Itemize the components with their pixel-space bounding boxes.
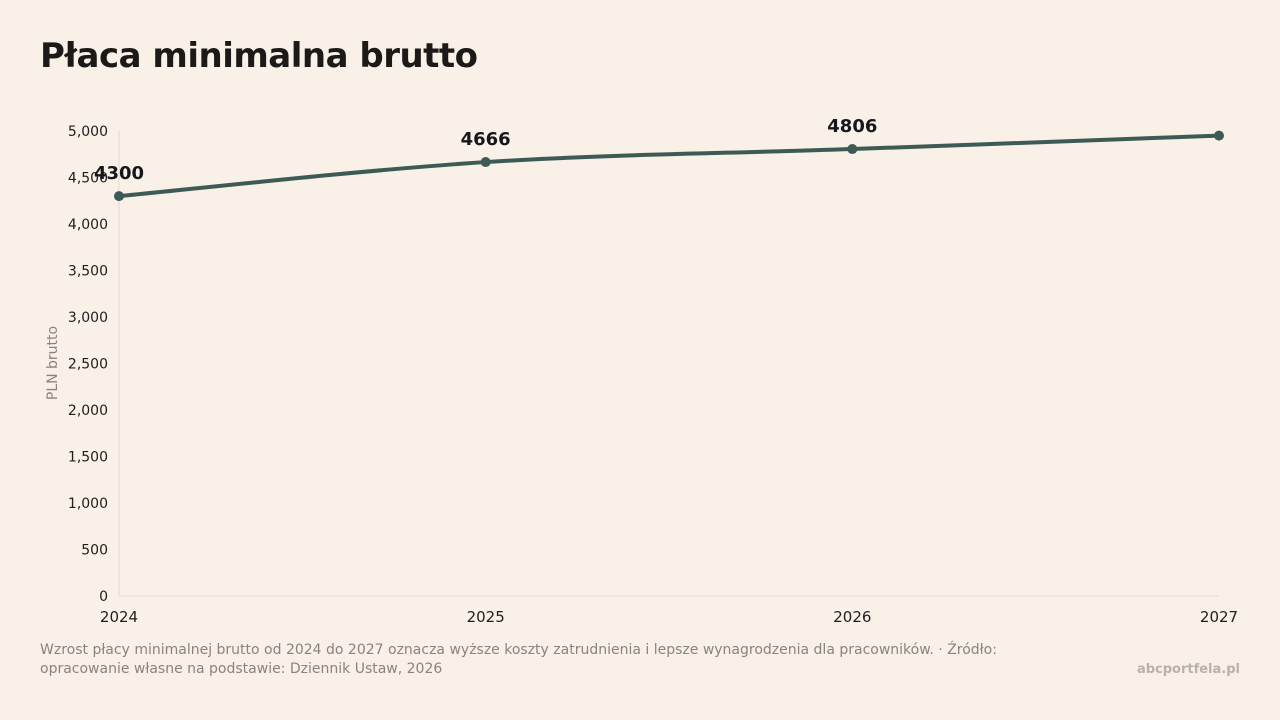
data-point: [114, 191, 124, 202]
y-tick-label: 500: [81, 543, 108, 559]
x-tick-label: 2025: [467, 608, 505, 626]
data-point: [847, 144, 858, 155]
y-tick-label: 4,500: [68, 171, 108, 187]
data-labels: 4300 4666 4806: [94, 116, 877, 184]
data-label: 4806: [827, 116, 877, 137]
y-tick-label: 2,000: [68, 403, 108, 419]
chart-title: Płaca minimalna brutto: [40, 36, 478, 76]
chart-axes: [118, 131, 1219, 597]
x-tick-label: 2027: [1200, 608, 1238, 626]
y-tick-label: 4,000: [68, 217, 108, 233]
x-tick-label: 2024: [100, 608, 138, 626]
data-label: 4666: [461, 129, 511, 150]
y-tick-label: 5,000: [68, 124, 108, 140]
y-tick-label: 3,000: [68, 310, 108, 326]
brand-label: abcportfela.pl: [1136, 662, 1240, 677]
y-tick-label: 0: [99, 589, 108, 605]
y-tick-label: 2,500: [68, 357, 108, 373]
x-tick-label: 2026: [833, 608, 871, 626]
y-axis-label: PLN brutto: [45, 326, 61, 400]
data-label: 4300: [94, 163, 144, 184]
footer-note: Wzrost płacy minimalnej brutto od 2024 d…: [40, 642, 997, 677]
series-line: [117, 133, 1221, 199]
y-tick-label: 1,500: [68, 450, 108, 466]
series-group: [114, 130, 1224, 202]
y-tick-label: 1,000: [68, 496, 108, 512]
x-tick-labels: 2024 2025 2026 2027: [100, 608, 1238, 626]
y-tick-labels: 0 500 1,000 1,500 2,000 2,500 3,000 3,500 4,000 4…: [68, 124, 108, 605]
data-point: [1214, 130, 1224, 141]
y-tick-label: 3,500: [68, 264, 108, 280]
data-point: [480, 157, 491, 168]
